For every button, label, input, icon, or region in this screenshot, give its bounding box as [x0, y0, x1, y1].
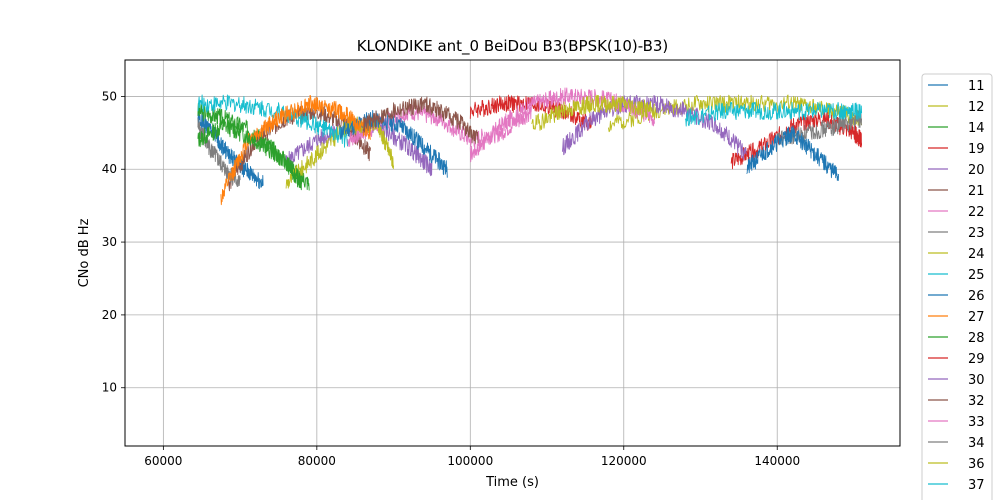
y-tick-label: 50: [102, 89, 117, 103]
series-line-41: [746, 125, 840, 181]
legend-label-36: 36: [968, 457, 985, 472]
series-line-33: [469, 87, 655, 163]
legend-label-33: 33: [968, 415, 985, 430]
series-line-11: [197, 110, 264, 190]
y-tick-label: 10: [102, 381, 117, 395]
legend-label-14: 14: [968, 121, 985, 136]
legend-label-27: 27: [968, 310, 985, 325]
series-line-36: [531, 94, 655, 131]
legend-label-32: 32: [968, 394, 985, 409]
axis-ticks: 60000 80000 100000 120000 140000 10 20 30 40 50: [102, 89, 800, 468]
legend-label-26: 26: [968, 289, 985, 304]
legend-label-25: 25: [968, 268, 985, 283]
legend-label-37: 37: [968, 478, 985, 493]
x-tick-label: 120000: [601, 454, 647, 468]
legend-label-11: 11: [968, 79, 985, 94]
series-line-28: [197, 119, 302, 191]
legend-label-24: 24: [968, 247, 985, 262]
legend-label-34: 34: [968, 436, 985, 451]
legend-label-28: 28: [968, 331, 985, 346]
y-axis-label: CNo dB Hz: [77, 218, 92, 287]
series-line-37: [684, 101, 863, 127]
series-line-30: [561, 94, 747, 161]
series-line-27: [220, 95, 371, 206]
series-layer: [197, 87, 863, 206]
legend-box: [921, 73, 993, 500]
legend-label-21: 21: [968, 184, 985, 199]
series-line-25: [197, 94, 348, 148]
x-tick-label: 100000: [447, 454, 493, 468]
x-tick-label: 140000: [754, 454, 800, 468]
series-line-26: [339, 110, 448, 178]
legend-label-22: 22: [968, 205, 985, 220]
legend-label-12: 12: [968, 100, 985, 115]
plot-frame: [124, 59, 901, 447]
series-line-32: [362, 96, 479, 145]
x-axis-label: Time (s): [485, 475, 539, 490]
y-tick-label: 40: [102, 162, 117, 176]
grid-lines: [125, 60, 900, 446]
legend-label-20: 20: [968, 163, 985, 178]
y-tick-label: 30: [102, 235, 117, 249]
legend-label-29: 29: [968, 352, 985, 367]
y-tick-label: 20: [102, 308, 117, 322]
x-tick-label: 80000: [298, 454, 336, 468]
legend: 11 12 14 19 20 21 22 23 24 25 26 27 28 29 30 32 33 34 36 37…: [921, 73, 993, 500]
legend-label-19: 19: [968, 142, 985, 157]
legend-label-23: 23: [968, 226, 985, 241]
legend-label-30: 30: [968, 373, 985, 388]
chart-title: KLONDIKE ant_0 BeiDou B3(BPSK(10)-B3): [357, 37, 669, 56]
x-tick-label: 60000: [144, 454, 182, 468]
